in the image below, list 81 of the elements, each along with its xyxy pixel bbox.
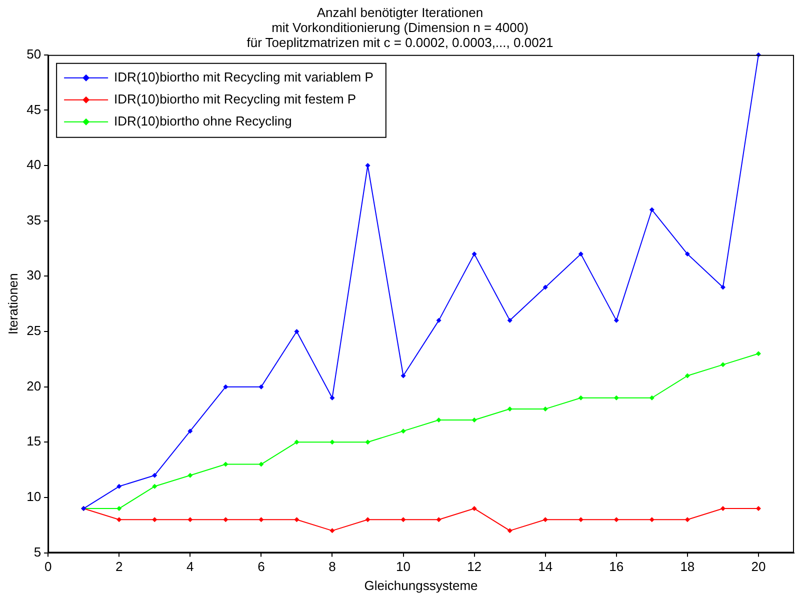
point bbox=[258, 384, 264, 390]
x-tick-label: 6 bbox=[258, 559, 265, 574]
point bbox=[188, 472, 193, 478]
point bbox=[258, 462, 264, 467]
y-tick-label: 15 bbox=[26, 434, 42, 449]
x-tick-label: 16 bbox=[609, 559, 624, 574]
y-tick-label: 35 bbox=[26, 212, 42, 228]
legend-label: IDR(10)biortho ohne Recycling bbox=[114, 113, 292, 128]
point bbox=[684, 517, 690, 522]
legend-label: IDR(10)biortho mit Recycling mit variablem P bbox=[114, 69, 374, 84]
point bbox=[400, 373, 406, 378]
point bbox=[614, 395, 619, 400]
point bbox=[684, 252, 690, 257]
point bbox=[365, 440, 370, 445]
x-tick-label: 12 bbox=[467, 559, 482, 574]
point bbox=[330, 528, 335, 534]
point bbox=[436, 318, 442, 323]
x-axis-title: Gleichungssysteme bbox=[364, 578, 478, 593]
y-tick-label: 50 bbox=[26, 46, 42, 62]
legend-label: IDR(10)biortho mit Recycling mit festem P bbox=[114, 91, 356, 106]
point bbox=[472, 418, 477, 423]
y-tick-label: 5 bbox=[34, 544, 42, 560]
point bbox=[614, 318, 619, 323]
point bbox=[223, 384, 228, 390]
point bbox=[756, 351, 761, 356]
point bbox=[436, 418, 442, 423]
y-tick-label: 20 bbox=[26, 378, 42, 394]
point bbox=[684, 373, 690, 378]
y-tick-label: 45 bbox=[26, 102, 42, 117]
x-tick-label: 0 bbox=[44, 559, 52, 574]
point bbox=[223, 462, 228, 467]
point bbox=[720, 284, 726, 290]
point bbox=[152, 472, 158, 478]
point bbox=[152, 517, 158, 522]
y-tick-label: 30 bbox=[26, 268, 42, 283]
point bbox=[720, 362, 726, 368]
point bbox=[507, 318, 512, 323]
point bbox=[223, 517, 228, 522]
point bbox=[365, 517, 370, 522]
point bbox=[542, 517, 548, 522]
point bbox=[578, 517, 584, 522]
point bbox=[188, 517, 193, 522]
x-tick-label: 10 bbox=[396, 559, 411, 574]
point bbox=[400, 428, 406, 434]
point bbox=[152, 484, 158, 489]
x-tick-label: 4 bbox=[186, 559, 194, 574]
point bbox=[400, 517, 406, 522]
y-tick-label: 10 bbox=[26, 489, 42, 504]
point bbox=[649, 517, 654, 522]
point bbox=[578, 252, 584, 257]
point bbox=[436, 517, 442, 522]
point bbox=[649, 395, 654, 400]
x-tick-label: 14 bbox=[538, 559, 553, 574]
x-tick-label: 20 bbox=[751, 559, 766, 574]
point bbox=[507, 528, 512, 534]
x-tick-label: 18 bbox=[680, 559, 695, 574]
point bbox=[649, 207, 654, 212]
point bbox=[614, 517, 619, 522]
point bbox=[578, 395, 584, 400]
point bbox=[330, 440, 335, 445]
chart-title: Anzahl benötigter Iterationen mit Vorkonditionierung (Dimension n = 4000) für Toeplitzmatrizen mit c = 0.0002, 0.0003,..., 0.0021 bbox=[246, 5, 554, 50]
point bbox=[294, 517, 300, 522]
y-tick-label: 25 bbox=[26, 323, 42, 338]
point bbox=[294, 440, 300, 445]
point bbox=[330, 395, 335, 400]
point bbox=[116, 517, 122, 522]
x-tick-label: 2 bbox=[115, 559, 123, 574]
point bbox=[472, 506, 477, 512]
point bbox=[188, 428, 193, 434]
point bbox=[542, 406, 548, 412]
point bbox=[507, 406, 512, 412]
point bbox=[720, 506, 726, 512]
point bbox=[258, 517, 264, 522]
point bbox=[294, 328, 300, 334]
point bbox=[542, 284, 548, 290]
point bbox=[472, 252, 477, 257]
point bbox=[116, 484, 122, 489]
point bbox=[116, 506, 122, 512]
y-axis-title: Iterationen bbox=[5, 273, 20, 335]
x-tick-label: 8 bbox=[328, 559, 336, 574]
y-tick-label: 40 bbox=[26, 157, 42, 172]
